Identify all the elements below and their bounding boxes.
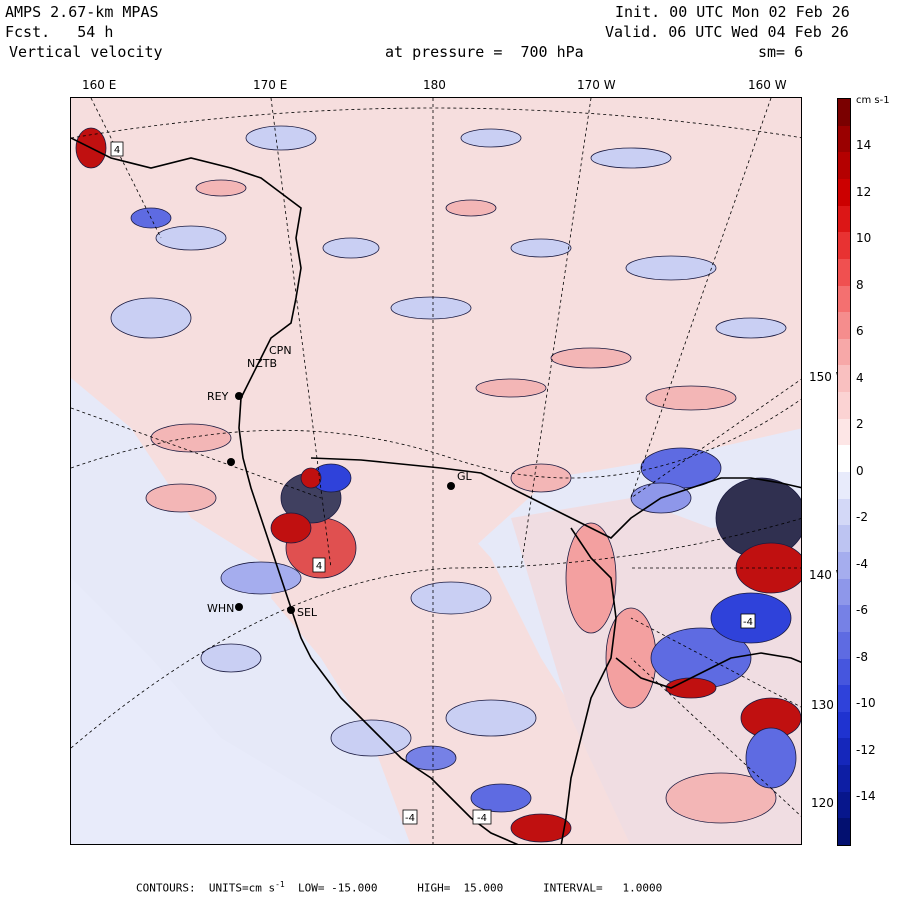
colorbar-segment bbox=[838, 285, 850, 313]
colorbar-tick-label: 14 bbox=[856, 138, 872, 152]
colorbar-segment bbox=[838, 551, 850, 579]
station-cpn: CPN bbox=[269, 344, 292, 357]
contour-units: CONTOURS: UNITS=cm s bbox=[136, 881, 276, 895]
forecast-hour: Fcst. 54 h bbox=[5, 23, 114, 41]
colorbar-tick-label: 6 bbox=[856, 324, 864, 338]
min-box-2 bbox=[402, 809, 418, 825]
valid-time: Valid. 06 UTC Wed 04 Feb 26 bbox=[605, 23, 849, 41]
colorbar-segment bbox=[838, 365, 850, 393]
colorbar-segment bbox=[838, 605, 850, 633]
pressure-level: at pressure = 700 hPa bbox=[385, 43, 584, 61]
station-rey: REY bbox=[207, 390, 229, 403]
colorbar-segment bbox=[838, 125, 850, 153]
colorbar-segment bbox=[838, 472, 850, 499]
model-title: AMPS 2.67-km MPAS bbox=[5, 3, 159, 21]
shelf-region bbox=[71, 578, 398, 844]
colorbar-tick-label: -14 bbox=[856, 789, 876, 803]
min-box-3-label: -4 bbox=[477, 813, 487, 824]
colorbar-tick-label: -6 bbox=[856, 603, 868, 617]
field-name: Vertical velocity bbox=[9, 43, 163, 61]
velocity-blobs bbox=[75, 125, 801, 843]
colorbar-segment bbox=[838, 232, 850, 260]
station-sel: SEL bbox=[297, 606, 318, 619]
colorbar-segment bbox=[838, 205, 850, 233]
min-box-1 bbox=[740, 613, 756, 629]
positive-region-north bbox=[71, 98, 801, 608]
colorbar-segment bbox=[838, 765, 850, 793]
extremum-boxes: 4 4 -4 -4 -4 bbox=[110, 141, 756, 825]
station-gl: GL bbox=[457, 470, 472, 483]
colorbar-segment bbox=[838, 392, 850, 420]
colorbar-tick-label: -12 bbox=[856, 742, 876, 757]
min-box-3 bbox=[472, 809, 492, 825]
colorbar-segment bbox=[838, 99, 850, 126]
station-whn-marker bbox=[235, 603, 243, 611]
colorbar-segment bbox=[838, 312, 850, 340]
station-nztb: NZTB bbox=[247, 357, 278, 370]
min-box-2-label: -4 bbox=[405, 813, 415, 824]
colorbar-tick-label: 12 bbox=[856, 184, 872, 199]
station-rey-marker bbox=[235, 392, 243, 400]
station-marker-extra bbox=[227, 458, 235, 466]
colorbar-segment bbox=[838, 525, 850, 553]
colorbar-tick-label: 8 bbox=[856, 277, 864, 292]
max-box-1-label: 4 bbox=[114, 145, 120, 156]
contour-low: LOW= -15.000 bbox=[297, 881, 378, 895]
colorbar-units: cm s-1 bbox=[856, 95, 890, 106]
colorbar-tick-label: 4 bbox=[856, 370, 864, 385]
station-gl-marker bbox=[447, 482, 455, 490]
colorbar-segment bbox=[838, 418, 850, 446]
init-time: Init. 00 UTC Mon 02 Feb 26 bbox=[615, 3, 850, 21]
colorbar-segment bbox=[838, 791, 850, 819]
contour-interval: INTERVAL= 1.0000 bbox=[543, 881, 663, 895]
lon-label-180: 180 bbox=[423, 78, 446, 92]
graticule bbox=[71, 98, 801, 844]
colorbar-segment bbox=[838, 498, 850, 526]
lon-label-170w: 170 W bbox=[577, 78, 616, 92]
map-canvas: 4 4 -4 -4 -4 bbox=[71, 98, 801, 844]
colorbar-segment bbox=[838, 631, 850, 659]
contour-info: CONTOURS: UNITS=cm s-1 LOW= -15.000 HIGH… bbox=[136, 880, 663, 895]
positive-region-center bbox=[271, 428, 631, 844]
max-box-1 bbox=[110, 141, 124, 157]
lon-label-170e: 170 E bbox=[253, 78, 288, 92]
colorbar-segment bbox=[838, 738, 850, 766]
colorbar-tick-label: 2 bbox=[856, 417, 864, 431]
colorbar-tick-label: 0 bbox=[856, 463, 864, 478]
smoothing: sm= 6 bbox=[758, 43, 804, 61]
max-box-2-label: 4 bbox=[316, 561, 322, 572]
colorbar-segment bbox=[838, 578, 850, 606]
colorbar bbox=[837, 98, 851, 846]
station-sel-marker bbox=[287, 606, 295, 614]
colorbar-segment bbox=[838, 685, 850, 713]
colorbar-segment bbox=[838, 658, 850, 686]
colorbar-segment bbox=[838, 445, 850, 473]
vertical-velocity-map: 4 4 -4 -4 -4 CPN NZTB REY GL WHN SEL bbox=[70, 97, 802, 845]
station-whn: WHN bbox=[207, 602, 235, 615]
colorbar-tick-label: -4 bbox=[856, 556, 868, 571]
colorbar-tick-label: 10 bbox=[856, 231, 872, 245]
colorbar-segment bbox=[838, 711, 850, 739]
colorbar-tick-label: -10 bbox=[856, 696, 876, 710]
colorbar-tick-label: -8 bbox=[856, 649, 868, 664]
colorbar-tick-label: -2 bbox=[856, 510, 868, 524]
lon-label-160e: 160 E bbox=[82, 78, 117, 92]
colorbar-segment bbox=[838, 338, 850, 366]
colorbar-segment bbox=[838, 818, 850, 846]
colorbar-segment bbox=[838, 258, 850, 286]
contour-high: HIGH= 15.000 bbox=[417, 881, 504, 895]
lon-label-160w: 160 W bbox=[748, 78, 787, 92]
min-box-1-label: -4 bbox=[743, 617, 753, 628]
colorbar-segment bbox=[838, 178, 850, 206]
max-box-2 bbox=[312, 557, 326, 573]
colorbar-segment bbox=[838, 152, 850, 180]
coastline bbox=[71, 137, 801, 844]
